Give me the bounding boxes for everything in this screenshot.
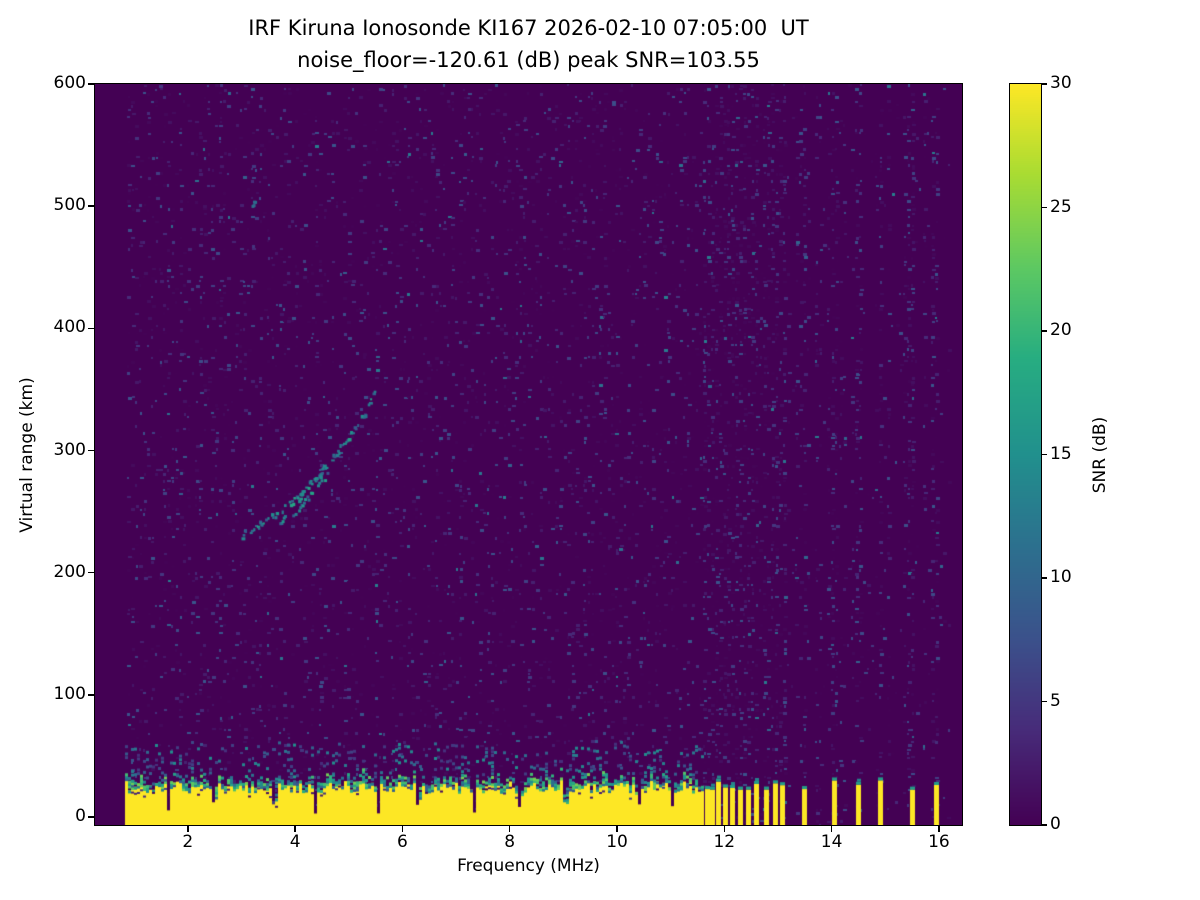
- y-tick-label: 300: [53, 439, 86, 460]
- y-tick-label: 0: [75, 806, 86, 827]
- colorbar-tick-mark: [1042, 330, 1047, 332]
- x-tick-label: 6: [396, 832, 408, 852]
- x-tick-label: 2: [182, 832, 194, 852]
- x-tick-label: 14: [820, 832, 843, 852]
- colorbar-tick-mark: [1042, 206, 1047, 209]
- y-tick-label: 100: [53, 683, 86, 704]
- colorbar-tick-label: 15: [1050, 443, 1072, 464]
- chart-subtitle: noise_floor=-120.61 (dB) peak SNR=103.55: [297, 48, 760, 72]
- colorbar-tick-label: 20: [1050, 320, 1072, 340]
- ionogram-heatmap: [95, 84, 962, 825]
- colorbar-tick-mark: [1042, 453, 1047, 456]
- colorbar-tick-mark: [1042, 700, 1047, 703]
- y-tick-label: 600: [53, 73, 86, 93]
- y-tick-mark: [88, 205, 94, 207]
- colorbar-tick-mark: [1042, 83, 1047, 85]
- y-tick-mark: [88, 816, 94, 818]
- x-tick-label: 4: [289, 832, 301, 852]
- x-tick-label: 8: [504, 832, 516, 852]
- y-tick-label: 400: [53, 317, 86, 338]
- y-tick-mark: [88, 572, 94, 574]
- x-tick-label: 10: [606, 832, 628, 852]
- colorbar-tick-label: 30: [1050, 73, 1072, 93]
- colorbar-tick-label: 5: [1050, 690, 1061, 711]
- colorbar-tick-label: 25: [1050, 196, 1072, 217]
- x-tick-mark: [509, 826, 511, 832]
- colorbar-tick-mark: [1042, 824, 1047, 826]
- chart-title: IRF Kiruna Ionosonde KI167 2026-02-10 07…: [248, 16, 809, 40]
- y-tick-mark: [88, 694, 94, 696]
- x-tick-mark: [187, 826, 189, 832]
- y-tick-mark: [88, 327, 94, 330]
- x-tick-mark: [938, 826, 940, 832]
- colorbar-tick-label: 0: [1050, 814, 1061, 834]
- y-tick-label: 500: [53, 195, 86, 216]
- x-tick-label: 12: [713, 832, 736, 852]
- colorbar-frame: [1009, 83, 1042, 826]
- colorbar-tick-mark: [1042, 577, 1047, 579]
- y-tick-mark: [88, 449, 94, 452]
- x-tick-mark: [723, 826, 726, 832]
- x-tick-mark: [294, 826, 296, 832]
- x-tick-label: 16: [928, 832, 950, 852]
- x-tick-mark: [616, 826, 618, 832]
- x-tick-mark: [830, 826, 833, 832]
- x-axis-label: Frequency (MHz): [457, 856, 600, 876]
- x-tick-mark: [401, 826, 404, 832]
- plot-frame: [94, 83, 963, 826]
- colorbar: [1010, 84, 1041, 825]
- colorbar-tick-label: 10: [1050, 567, 1072, 587]
- y-tick-mark: [88, 83, 94, 85]
- y-tick-label: 200: [53, 561, 86, 582]
- colorbar-label: SNR (dB): [1090, 416, 1110, 494]
